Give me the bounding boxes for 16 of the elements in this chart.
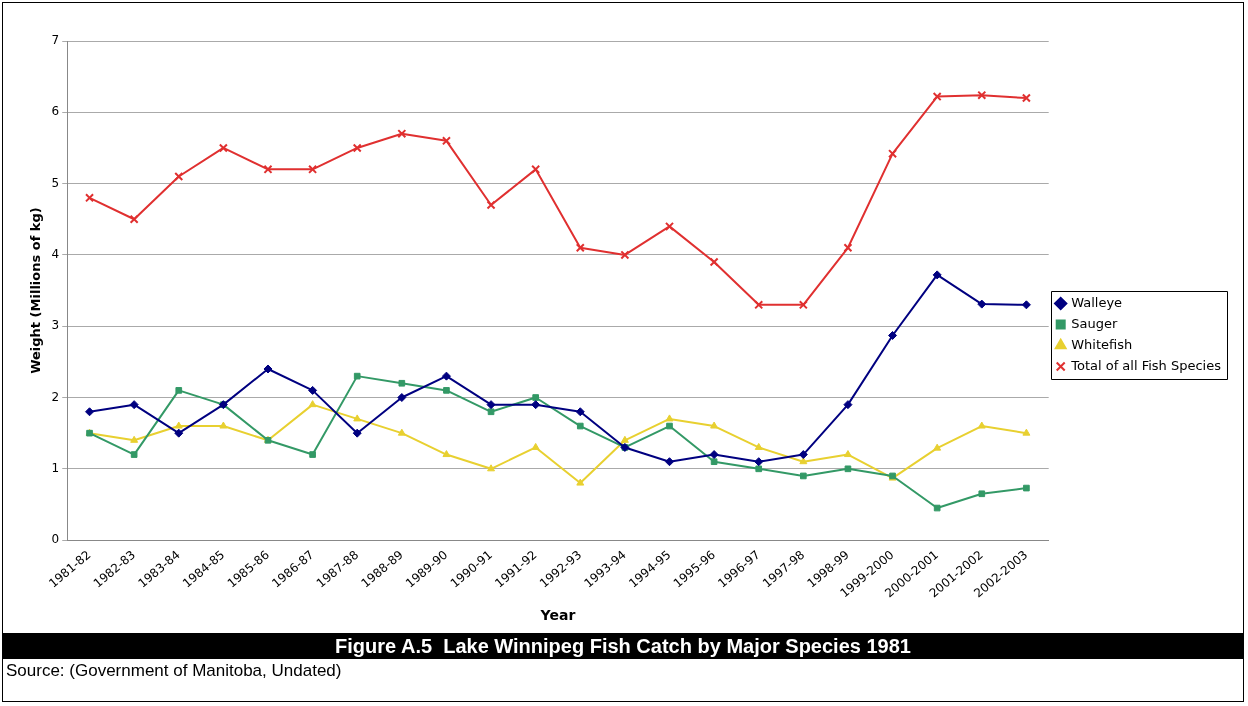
x-axis-title: Year <box>539 607 576 624</box>
legend-label: Walleye <box>1071 294 1123 310</box>
y-tick-label: 7 <box>51 33 60 48</box>
y-tick-label: 0 <box>51 532 60 547</box>
legend-label: Whitefish <box>1071 336 1133 352</box>
legend-label: Sauger <box>1071 315 1118 331</box>
y-tick-label: 3 <box>51 318 60 333</box>
y-tick-label: 4 <box>51 247 60 262</box>
y-tick-label: 6 <box>51 104 60 119</box>
y-tick-label: 2 <box>51 389 60 404</box>
legend-label: Total of all Fish Species <box>1070 357 1222 373</box>
y-tick-label: 5 <box>51 175 60 190</box>
y-axis-title: Weight (Millions of kg) <box>28 207 44 374</box>
y-tick-label: 1 <box>51 460 60 475</box>
source-note: Source: (Government of Manitoba, Undated) <box>6 661 342 681</box>
text: Figure A.5 Lake Winnipeg Fish Catch by Major Species 1981 <box>3 633 1243 659</box>
